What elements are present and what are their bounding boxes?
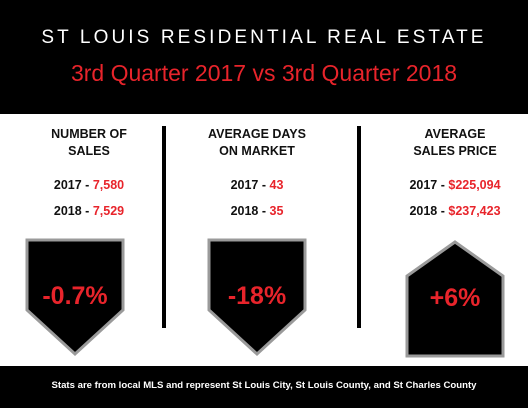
arrow-down-pentagon-icon [207, 238, 307, 357]
footer-banner: Stats are from local MLS and represent S… [0, 366, 528, 408]
stat-heading: AVERAGE SALES PRICE [370, 126, 528, 160]
year-label: 2018 - [230, 204, 267, 218]
stat-column-days-on-market: AVERAGE DAYS ON MARKET 2017 - 43 2018 - … [172, 114, 342, 364]
stat-row-2017: 2017 - $225,094 [370, 178, 528, 192]
stat-heading-line1: AVERAGE [424, 127, 486, 141]
stat-heading-line1: AVERAGE DAYS [208, 127, 306, 141]
year-value: $237,423 [448, 204, 501, 218]
stat-heading-line2: SALES [68, 144, 110, 158]
year-label: 2017 - [409, 178, 445, 192]
change-value: -18% [227, 282, 287, 310]
stat-row-2017: 2017 - 7,580 [4, 178, 174, 192]
stat-row-2018: 2018 - 35 [172, 204, 342, 218]
year-value: 43 [269, 178, 284, 192]
column-divider [162, 126, 166, 328]
year-value: 7,529 [92, 204, 125, 218]
year-label: 2017 - [230, 178, 267, 192]
arrow-down-pentagon-icon [25, 238, 125, 357]
stat-row-2018: 2018 - $237,423 [370, 204, 528, 218]
column-divider [357, 126, 361, 328]
change-badge-up: +6% [405, 240, 505, 360]
stat-column-average-sales-price: AVERAGE SALES PRICE 2017 - $225,094 2018… [370, 114, 528, 364]
stat-row-2017: 2017 - 43 [172, 178, 342, 192]
footer-note: Stats are from local MLS and represent S… [51, 380, 477, 391]
page-subtitle: 3rd Quarter 2017 vs 3rd Quarter 2018 [70, 60, 458, 86]
header-banner: ST LOUIS RESIDENTIAL REAL ESTATE 3rd Qua… [0, 0, 528, 114]
year-value: 7,580 [92, 178, 125, 192]
year-value: 35 [269, 204, 284, 218]
year-label: 2018 - [53, 204, 90, 218]
change-badge-down: -0.7% [25, 238, 125, 358]
year-label: 2018 - [409, 204, 445, 218]
stat-heading-line1: NUMBER OF [51, 127, 127, 141]
change-value: +6% [429, 284, 481, 312]
page-title: ST LOUIS RESIDENTIAL REAL ESTATE [41, 27, 487, 48]
stat-heading-line2: ON MARKET [219, 144, 295, 158]
change-value: -0.7% [42, 282, 108, 310]
stat-heading: AVERAGE DAYS ON MARKET [172, 126, 342, 160]
year-value: $225,094 [448, 178, 501, 192]
stat-row-2018: 2018 - 7,529 [4, 204, 174, 218]
arrow-up-pentagon-icon [405, 240, 505, 358]
stat-column-number-of-sales: NUMBER OF SALES 2017 - 7,580 2018 - 7,52… [4, 114, 174, 364]
stat-heading: NUMBER OF SALES [4, 126, 174, 160]
stat-heading-line2: SALES PRICE [413, 144, 497, 158]
change-badge-down: -18% [207, 238, 307, 358]
year-label: 2017 - [53, 178, 90, 192]
